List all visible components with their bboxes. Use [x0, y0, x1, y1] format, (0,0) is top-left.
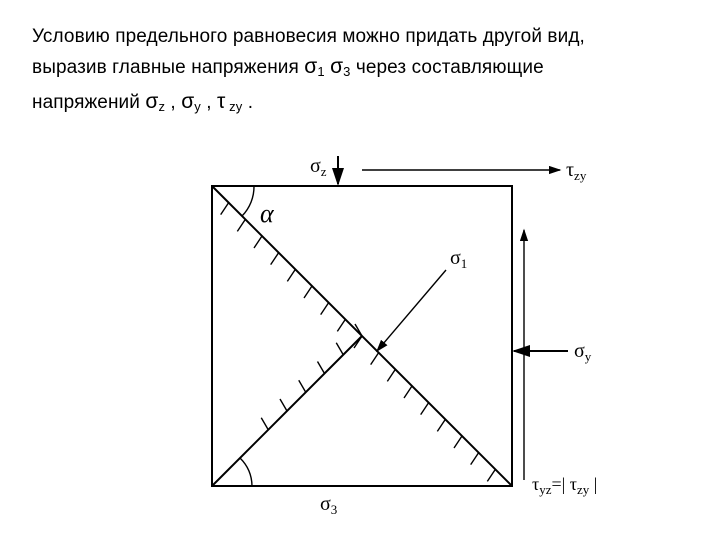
slide: Условию предельного равновесия можно при…: [0, 0, 720, 540]
sigmay-sub: y: [194, 99, 201, 114]
text-line3a: напряжений: [32, 92, 145, 113]
sigmay-symbol: σ: [181, 90, 194, 113]
comma2: ,: [201, 92, 217, 113]
svg-text:σz: σz: [310, 155, 327, 179]
text-line2a: выразив главные напряжения: [32, 57, 304, 78]
text-line2b: через составляющие: [350, 57, 543, 78]
svg-text:τyz=| τzy |: τyz=| τzy |: [532, 474, 597, 497]
sigma1-symbol: σ: [304, 55, 317, 78]
comma1: ,: [165, 92, 181, 113]
svg-text:σy: σy: [574, 340, 592, 364]
svg-text:τzy: τzy: [566, 159, 587, 183]
diagram-svg: α σz τzy σ1 σy τyz=| τzy | σ3: [172, 146, 622, 516]
paragraph: Условию предельного равновесия можно при…: [32, 22, 692, 122]
svg-text:α: α: [260, 199, 275, 228]
svg-text:σ1: σ1: [450, 247, 467, 271]
sigmaz-symbol: σ: [145, 90, 158, 113]
period: .: [242, 92, 253, 113]
sigma1-sub: 1: [317, 64, 324, 79]
svg-text:σ3: σ3: [320, 493, 337, 516]
stress-diagram: α σz τzy σ1 σy τyz=| τzy | σ3: [172, 146, 622, 516]
sigma3-symbol: σ: [330, 55, 343, 78]
text-line1: Условию предельного равновесия можно при…: [32, 26, 585, 47]
tau-sub: zy: [225, 99, 242, 114]
